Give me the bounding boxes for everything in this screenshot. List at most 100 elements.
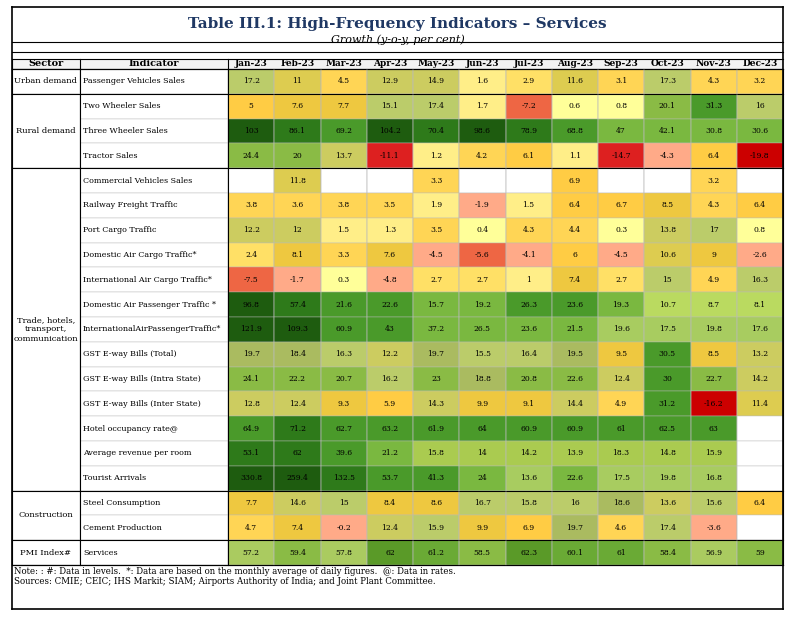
Bar [460, 94, 506, 118]
Bar [737, 69, 783, 94]
Text: 6.9: 6.9 [568, 176, 581, 184]
Bar [413, 168, 460, 193]
Bar [691, 466, 737, 491]
Text: 22.6: 22.6 [566, 474, 584, 482]
Bar [228, 242, 274, 267]
Bar [228, 540, 274, 565]
Bar [691, 193, 737, 218]
Text: 22.6: 22.6 [566, 375, 584, 383]
Bar [366, 515, 413, 540]
Bar [691, 267, 737, 292]
Bar [413, 441, 460, 466]
Bar [644, 491, 691, 515]
Text: 41.3: 41.3 [428, 474, 444, 482]
Text: 86.1: 86.1 [289, 127, 306, 135]
Text: Cement Production: Cement Production [83, 524, 162, 532]
Text: 23.6: 23.6 [520, 325, 537, 333]
Bar [12, 491, 80, 540]
Bar [737, 118, 783, 143]
Bar [737, 466, 783, 491]
Bar [506, 218, 552, 242]
Text: 11.6: 11.6 [566, 77, 584, 85]
Text: 60.9: 60.9 [566, 424, 584, 433]
Bar [598, 441, 644, 466]
Bar [320, 69, 366, 94]
Bar [12, 515, 80, 540]
Text: 31.3: 31.3 [705, 102, 722, 110]
Bar [413, 491, 460, 515]
Text: 0.8: 0.8 [615, 102, 627, 110]
Bar [552, 441, 598, 466]
Text: 0.3: 0.3 [338, 276, 350, 284]
Bar [598, 168, 644, 193]
Text: 64: 64 [478, 424, 487, 433]
Text: 3.8: 3.8 [245, 201, 258, 209]
Bar [366, 193, 413, 218]
Bar [552, 143, 598, 168]
Bar [274, 540, 320, 565]
Bar [737, 515, 783, 540]
Bar [12, 441, 80, 466]
Bar [737, 441, 783, 466]
Bar [598, 292, 644, 317]
Text: 14.4: 14.4 [566, 400, 584, 408]
Bar [12, 59, 783, 69]
Text: Indicator: Indicator [129, 59, 179, 68]
Bar [366, 441, 413, 466]
Bar [644, 242, 691, 267]
Bar [80, 515, 228, 540]
Text: Jun-23: Jun-23 [466, 59, 499, 68]
Text: 13.2: 13.2 [751, 350, 769, 358]
Bar [460, 69, 506, 94]
Text: 12.4: 12.4 [382, 524, 398, 532]
Bar [506, 391, 552, 416]
Bar [320, 118, 366, 143]
Bar [691, 317, 737, 342]
Text: 19.8: 19.8 [705, 325, 722, 333]
Bar [366, 69, 413, 94]
Text: 24.4: 24.4 [242, 152, 260, 160]
Bar [506, 168, 552, 193]
Text: 96.8: 96.8 [242, 300, 260, 308]
Text: 20.1: 20.1 [659, 102, 676, 110]
Text: 26.5: 26.5 [474, 325, 491, 333]
Text: 16.2: 16.2 [382, 375, 398, 383]
Text: Railway Freight Traffic: Railway Freight Traffic [83, 201, 177, 209]
Text: Domestic Air Passenger Traffic *: Domestic Air Passenger Traffic * [83, 300, 216, 308]
Text: 16: 16 [755, 102, 765, 110]
Text: 3.6: 3.6 [291, 201, 304, 209]
Text: 330.8: 330.8 [240, 474, 262, 482]
Bar [552, 218, 598, 242]
Bar [598, 317, 644, 342]
Bar [598, 118, 644, 143]
Bar [644, 94, 691, 118]
Text: 4.9: 4.9 [615, 400, 627, 408]
Text: 9.1: 9.1 [522, 400, 535, 408]
Text: 10.7: 10.7 [659, 300, 676, 308]
Text: 17.6: 17.6 [751, 325, 769, 333]
Bar [274, 416, 320, 441]
Bar [366, 94, 413, 118]
Bar [644, 168, 691, 193]
Bar [12, 540, 80, 565]
Text: 2.7: 2.7 [615, 276, 627, 284]
Text: 15: 15 [339, 499, 348, 507]
Bar [737, 267, 783, 292]
Text: 69.2: 69.2 [335, 127, 352, 135]
Bar [737, 491, 783, 515]
Text: 19.2: 19.2 [474, 300, 491, 308]
Text: 61: 61 [616, 549, 626, 557]
Text: 18.4: 18.4 [289, 350, 306, 358]
Text: 9.5: 9.5 [615, 350, 627, 358]
Bar [737, 342, 783, 366]
Bar [413, 69, 460, 94]
Text: -4.3: -4.3 [660, 152, 675, 160]
Text: 19.7: 19.7 [242, 350, 260, 358]
Text: -4.5: -4.5 [429, 251, 444, 259]
Bar [737, 540, 783, 565]
Bar [274, 69, 320, 94]
Text: Tractor Sales: Tractor Sales [83, 152, 138, 160]
Text: 63.2: 63.2 [382, 424, 398, 433]
Bar [320, 441, 366, 466]
Bar [228, 193, 274, 218]
